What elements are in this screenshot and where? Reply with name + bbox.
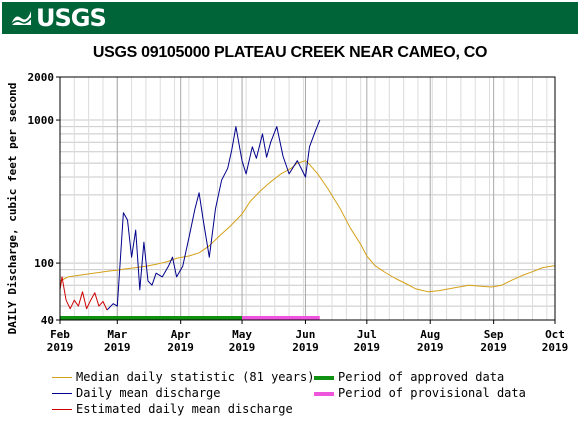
x-tick-year: 2019 [229, 341, 256, 354]
x-tick-month: Sep [484, 328, 504, 341]
legend-entry-2: Estimated daily mean discharge [52, 402, 293, 416]
series-line-2 [59, 276, 108, 311]
x-tick-year: 2019 [480, 341, 507, 354]
x-tick-year: 2019 [47, 341, 74, 354]
legend-label: Daily mean discharge [76, 386, 221, 400]
x-axis-ticks: Feb2019Mar2019Apr2019May2019Jun2019Jul20… [47, 320, 569, 354]
x-tick-month: Oct [545, 328, 565, 341]
usgs-logo-text: USGS [36, 4, 107, 32]
legend-swatch [314, 375, 334, 380]
legend-label: Estimated daily mean discharge [76, 402, 293, 416]
x-tick-year: 2019 [292, 341, 319, 354]
series-lines [59, 119, 556, 311]
legend-swatch [52, 377, 72, 378]
x-tick-month: May [232, 328, 252, 341]
usgs-banner: USGS [2, 2, 578, 34]
data-period-bars [60, 316, 320, 320]
legend-swatch [314, 391, 334, 396]
y-axis-ticks: 2000 1000 100 40 [28, 71, 60, 327]
y-tick-label: 40 [41, 314, 54, 327]
usgs-logo[interactable]: USGS [10, 4, 107, 32]
series-line-1 [106, 119, 321, 311]
y-tick-label: 1000 [28, 114, 55, 127]
x-tick-month: Mar [107, 328, 127, 341]
legend-label: Median daily statistic (81 years) [76, 370, 315, 384]
x-tick-month: Jun [296, 328, 316, 341]
chart-title: USGS 09105000 PLATEAU CREEK NEAR CAMEO, … [92, 44, 488, 61]
x-tick-month: Aug [420, 328, 440, 341]
legend-label: Period of provisional data [338, 386, 526, 400]
y-tick-label: 2000 [28, 71, 55, 84]
legend-entry-1: Daily mean discharge [52, 386, 221, 400]
y-axis-label: DAILY Discharge, cubic feet per second [6, 83, 19, 335]
x-tick-year: 2019 [167, 341, 194, 354]
legend-entry-4: Period of provisional data [314, 386, 526, 400]
x-tick-year: 2019 [542, 341, 569, 354]
legend-swatch [52, 393, 72, 394]
x-tick-year: 2019 [104, 341, 131, 354]
chart-legend: Median daily statistic (81 years) Daily m… [52, 370, 572, 420]
x-tick-month: Jul [357, 328, 377, 341]
x-tick-year: 2019 [417, 341, 444, 354]
legend-entry-3: Period of approved data [314, 370, 504, 384]
legend-swatch [52, 409, 72, 410]
usgs-wave-icon [10, 11, 32, 26]
chart-grid [59, 76, 556, 321]
period-bar-1 [242, 316, 320, 320]
x-tick-year: 2019 [354, 341, 381, 354]
series-line-0 [59, 160, 556, 293]
legend-entry-0: Median daily statistic (81 years) [52, 370, 314, 384]
plot-frame [59, 76, 556, 321]
x-tick-month: Apr [171, 328, 191, 341]
period-bar-0 [60, 316, 243, 320]
y-tick-label: 100 [34, 257, 54, 270]
legend-label: Period of approved data [338, 370, 505, 384]
x-tick-month: Feb [50, 328, 70, 341]
